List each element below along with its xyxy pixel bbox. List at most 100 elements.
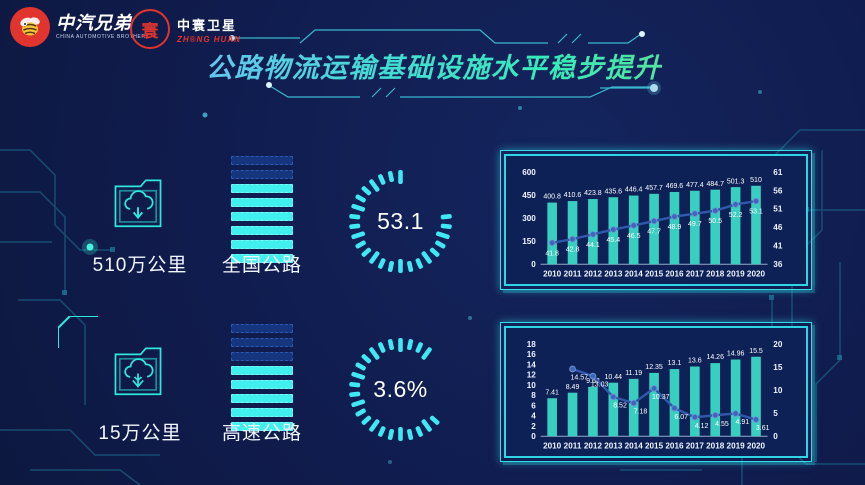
- svg-text:8.49: 8.49: [566, 384, 580, 391]
- svg-text:2015: 2015: [645, 270, 664, 279]
- panel-body: 0 2 4 6 8 10 12 14 16 18 0 5 10 15 20 2010 2011 2012 2013 2…: [504, 326, 808, 458]
- stat-value-national: 510万公里: [92, 255, 188, 276]
- svg-text:9.63: 9.63: [586, 378, 600, 385]
- gauge-ring-icon: [349, 170, 452, 273]
- svg-text:4.91: 4.91: [736, 419, 750, 426]
- svg-text:469.6: 469.6: [666, 183, 684, 190]
- svg-text:450: 450: [522, 191, 536, 200]
- svg-text:13.03: 13.03: [591, 382, 609, 389]
- gauge-ring-icon: [349, 338, 440, 441]
- svg-text:2020: 2020: [747, 442, 766, 451]
- svg-text:48.9: 48.9: [668, 224, 682, 231]
- svg-text:2011: 2011: [564, 442, 582, 451]
- svg-text:2010: 2010: [543, 270, 562, 279]
- svg-text:15: 15: [773, 363, 783, 372]
- svg-text:50.5: 50.5: [708, 218, 722, 225]
- svg-text:410.6: 410.6: [564, 192, 582, 199]
- svg-text:2: 2: [531, 422, 536, 431]
- svg-text:15.5: 15.5: [749, 348, 763, 355]
- svg-text:11.19: 11.19: [625, 370, 642, 377]
- svg-text:61: 61: [773, 168, 783, 177]
- svg-text:501.3: 501.3: [727, 178, 745, 185]
- svg-text:6.07: 6.07: [674, 414, 688, 421]
- svg-text:10.44: 10.44: [605, 374, 623, 381]
- svg-text:2018: 2018: [706, 442, 725, 451]
- svg-text:13.1: 13.1: [668, 360, 682, 367]
- folder-cloud-download-icon: [112, 172, 164, 232]
- svg-text:2016: 2016: [665, 270, 684, 279]
- svg-text:0: 0: [773, 432, 778, 441]
- svg-text:36: 36: [773, 260, 783, 269]
- svg-text:2018: 2018: [706, 270, 725, 279]
- svg-text:2011: 2011: [564, 270, 582, 279]
- svg-text:2020: 2020: [747, 270, 766, 279]
- stat-row-expressway: 15万公里 高速公路 3.6% 0 2 4 6 8 10 12 14 16 18 0 5 10 15 20 2…: [0, 316, 865, 466]
- svg-text:2010: 2010: [543, 442, 562, 451]
- svg-text:47.7: 47.7: [647, 229, 661, 236]
- logo1-subtitle: CHINA AUTOMOTIVE BROTHER: [56, 34, 146, 40]
- svg-text:18: 18: [527, 340, 537, 349]
- svg-text:12.35: 12.35: [645, 364, 663, 371]
- logo-china-automotive-brother: 中汽兄弟 CHINA AUTOMOTIVE BROTHER: [10, 7, 146, 47]
- svg-text:42.8: 42.8: [566, 247, 580, 254]
- svg-text:49.7: 49.7: [688, 221, 702, 228]
- svg-text:41.8: 41.8: [545, 250, 559, 257]
- svg-text:4.12: 4.12: [695, 423, 709, 430]
- stat-row-national-highway: 510万公里 全国公路 53.1 0 150 300 450 600 36 41 46 51 56…: [0, 148, 865, 298]
- svg-text:10: 10: [773, 386, 783, 395]
- logo2-title: 中寰卫星: [177, 17, 238, 33]
- svg-text:300: 300: [522, 214, 536, 223]
- svg-text:2013: 2013: [604, 270, 623, 279]
- svg-text:2017: 2017: [686, 270, 705, 279]
- svg-text:10: 10: [527, 381, 537, 390]
- svg-text:600: 600: [522, 168, 536, 177]
- svg-text:6: 6: [531, 401, 536, 410]
- bar-stack-icon-expressway: [231, 324, 293, 436]
- svg-text:8.52: 8.52: [613, 402, 627, 409]
- logo2-subtitle: ZH®NG HUAN: [177, 34, 241, 44]
- svg-text:10.37: 10.37: [652, 394, 670, 401]
- svg-text:4.55: 4.55: [715, 421, 729, 428]
- svg-text:446.4: 446.4: [625, 187, 643, 194]
- panel-body: 0 150 300 450 600 36 41 46 51 56 61 2010 2011 2012 201…: [504, 154, 808, 286]
- logo1-title: 中汽兄弟: [56, 13, 132, 33]
- svg-text:457.7: 457.7: [645, 185, 663, 192]
- svg-text:8: 8: [531, 391, 536, 400]
- chart-panel-national: 0 150 300 450 600 36 41 46 51 56 61 2010 2011 2012 201…: [500, 150, 812, 290]
- svg-text:46: 46: [773, 223, 783, 232]
- corner-bracket-decor: [58, 316, 98, 348]
- svg-text:2012: 2012: [584, 270, 603, 279]
- svg-text:2017: 2017: [686, 442, 705, 451]
- svg-text:44.1: 44.1: [586, 242, 600, 249]
- svg-text:0: 0: [531, 432, 536, 441]
- svg-text:12: 12: [527, 371, 537, 380]
- svg-text:56: 56: [773, 186, 783, 195]
- gauge-expressway: 3.6%: [343, 332, 458, 447]
- svg-text:2019: 2019: [727, 442, 746, 451]
- svg-text:2016: 2016: [665, 442, 684, 451]
- svg-text:423.8: 423.8: [584, 190, 602, 197]
- svg-text:53.1: 53.1: [749, 209, 763, 216]
- svg-text:2013: 2013: [604, 442, 623, 451]
- svg-text:16: 16: [527, 350, 537, 359]
- panel-frame: [500, 322, 812, 462]
- svg-text:14.57: 14.57: [571, 375, 589, 382]
- svg-text:14: 14: [527, 360, 537, 369]
- svg-text:7.41: 7.41: [545, 389, 559, 396]
- chart-panel-expressway: 0 2 4 6 8 10 12 14 16 18 0 5 10 15 20 2010 2011 2012 2013 2…: [500, 322, 812, 462]
- svg-text:52.2: 52.2: [729, 212, 743, 219]
- svg-text:20: 20: [773, 340, 783, 349]
- gauge-value-expressway: 3.6%: [373, 376, 428, 402]
- svg-text:2012: 2012: [584, 442, 603, 451]
- svg-text:51: 51: [773, 205, 783, 214]
- svg-text:4: 4: [531, 412, 536, 421]
- svg-text:2014: 2014: [625, 270, 644, 279]
- bee-logo-icon: [10, 7, 50, 47]
- svg-text:484.7: 484.7: [706, 181, 724, 188]
- folder-cloud-download-icon: [112, 340, 164, 400]
- svg-text:2014: 2014: [625, 442, 644, 451]
- gauge-national: 53.1: [343, 164, 458, 279]
- svg-text:0: 0: [531, 260, 536, 269]
